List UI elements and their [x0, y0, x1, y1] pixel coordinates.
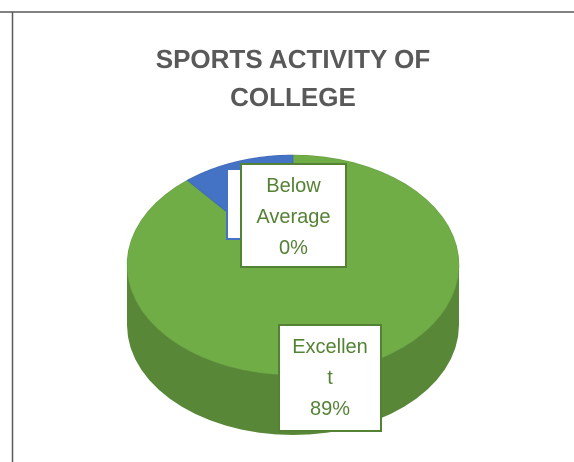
data-label: Below Average 0%	[240, 163, 347, 268]
label-category: Below Average	[256, 175, 331, 228]
data-label: Excellent 89%	[278, 324, 382, 432]
label-value: 89%	[309, 398, 351, 420]
label-category: Excellent	[292, 336, 368, 389]
label-value: 0%	[279, 237, 308, 259]
chart-title: SPORTS ACTIVITY OF COLLEGE	[155, 44, 431, 112]
frame-top	[0, 0, 574, 13]
